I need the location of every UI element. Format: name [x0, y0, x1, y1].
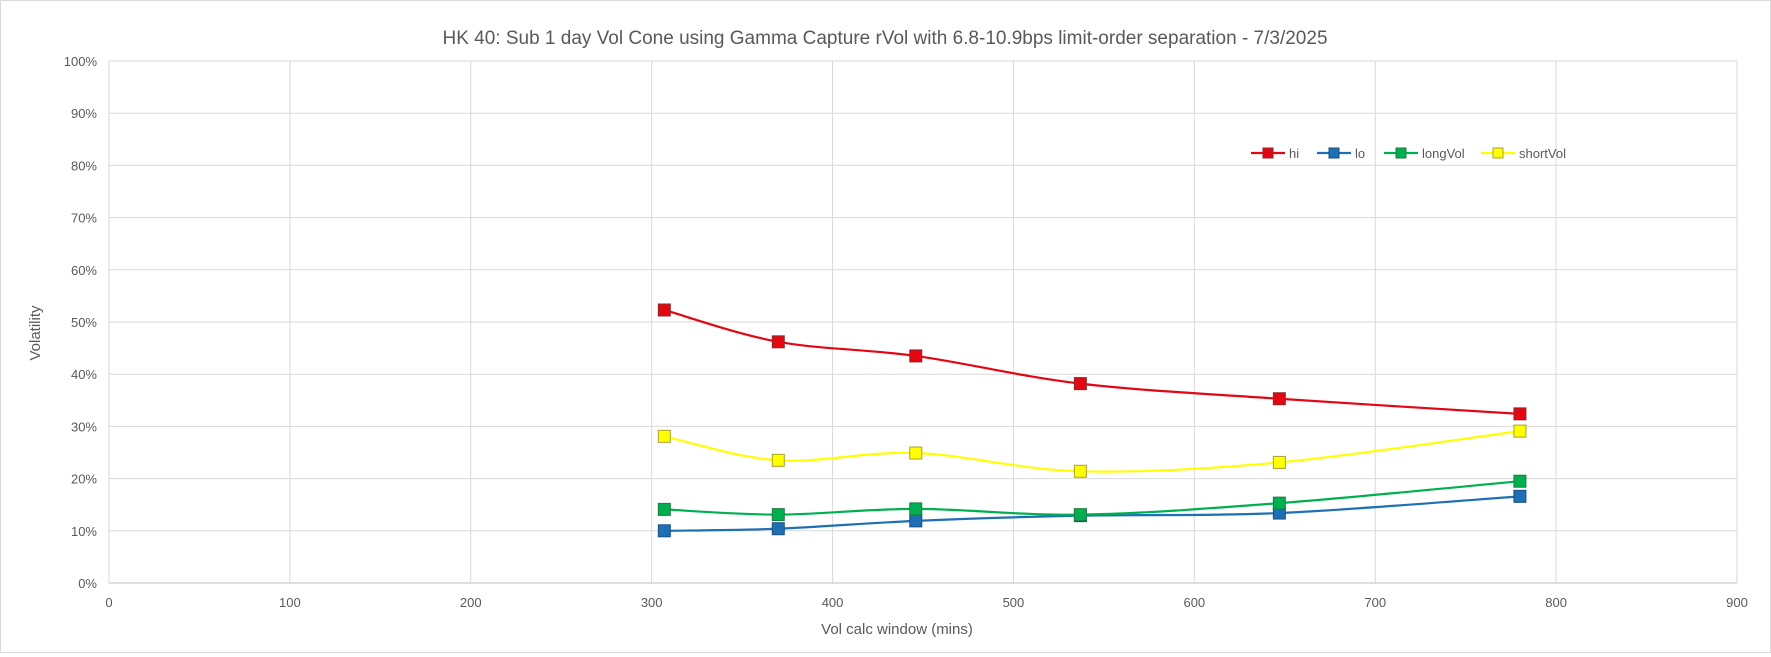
y-tick-label: 10% — [71, 524, 97, 539]
legend-item-hi: hi — [1251, 146, 1299, 161]
legend-label: longVol — [1422, 146, 1465, 161]
data-point-hi — [909, 349, 923, 363]
x-tick-label: 100 — [279, 595, 301, 610]
x-tick-label: 400 — [822, 595, 844, 610]
axes: 0% 10% 20% 30% 40% 50% 60% 70% 80% 90% 100% 0 100 200… — [64, 54, 1748, 610]
data-point-shortvol — [771, 453, 785, 467]
data-point-hi — [1513, 407, 1527, 421]
x-tick-label: 200 — [460, 595, 482, 610]
y-tick-label: 40% — [71, 367, 97, 382]
legend-item-longvol: longVol — [1384, 146, 1465, 161]
data-point-shortvol — [1513, 424, 1527, 438]
data-point-longvol — [1073, 508, 1087, 522]
legend-marker — [1492, 147, 1504, 159]
x-tick-label: 700 — [1364, 595, 1386, 610]
y-tick-label: 20% — [71, 472, 97, 487]
legend-item-shortvol: shortVol — [1481, 146, 1566, 161]
data-point-longvol — [771, 508, 785, 522]
data-point-shortvol — [1073, 464, 1087, 478]
legend-item-lo: lo — [1317, 146, 1365, 161]
series-line-shortvol — [664, 430, 1521, 473]
data-point-lo — [657, 524, 671, 538]
y-tick-label: 30% — [71, 419, 97, 434]
plot-area — [657, 303, 1527, 538]
data-point-lo — [771, 522, 785, 536]
data-point-longvol — [657, 502, 671, 516]
data-point-lo — [1513, 489, 1527, 503]
legend-label: hi — [1289, 146, 1299, 161]
data-point-longvol — [1513, 474, 1527, 488]
data-point-lo — [909, 514, 923, 528]
series-line-longvol — [664, 480, 1521, 516]
legend: hi lo longVol shortVol — [1251, 146, 1566, 161]
y-tick-label: 0% — [78, 576, 97, 591]
y-tick-label: 90% — [71, 106, 97, 121]
y-tick-label: 60% — [71, 263, 97, 278]
x-axis-label: Vol calc window (mins) — [821, 621, 973, 638]
data-point-shortvol — [1272, 455, 1286, 469]
series-line-hi — [664, 308, 1520, 415]
data-point-longvol — [909, 502, 923, 516]
data-point-shortvol — [657, 429, 671, 443]
y-tick-label: 80% — [71, 158, 97, 173]
y-tick-label: 100% — [64, 54, 98, 69]
chart-title: HK 40: Sub 1 day Vol Cone using Gamma Ca… — [442, 28, 1327, 49]
legend-marker — [1395, 147, 1407, 159]
grid — [109, 60, 1738, 584]
x-tick-label: 0 — [105, 595, 112, 610]
legend-label: shortVol — [1519, 146, 1566, 161]
legend-marker — [1328, 147, 1340, 159]
data-point-shortvol — [909, 446, 923, 460]
x-tick-label: 800 — [1545, 595, 1567, 610]
x-tick-label: 900 — [1726, 595, 1748, 610]
legend-marker — [1262, 147, 1274, 159]
data-point-longvol — [1272, 496, 1286, 510]
y-tick-label: 50% — [71, 315, 97, 330]
data-point-hi — [657, 303, 671, 317]
x-tick-label: 600 — [1183, 595, 1205, 610]
y-axis-label: Volatility — [27, 305, 44, 361]
data-point-hi — [771, 335, 785, 349]
x-tick-label: 500 — [1003, 595, 1025, 610]
data-point-hi — [1272, 392, 1286, 406]
y-tick-label: 70% — [71, 211, 97, 226]
x-tick-label: 300 — [641, 595, 663, 610]
data-point-hi — [1073, 377, 1087, 391]
legend-label: lo — [1355, 146, 1365, 161]
